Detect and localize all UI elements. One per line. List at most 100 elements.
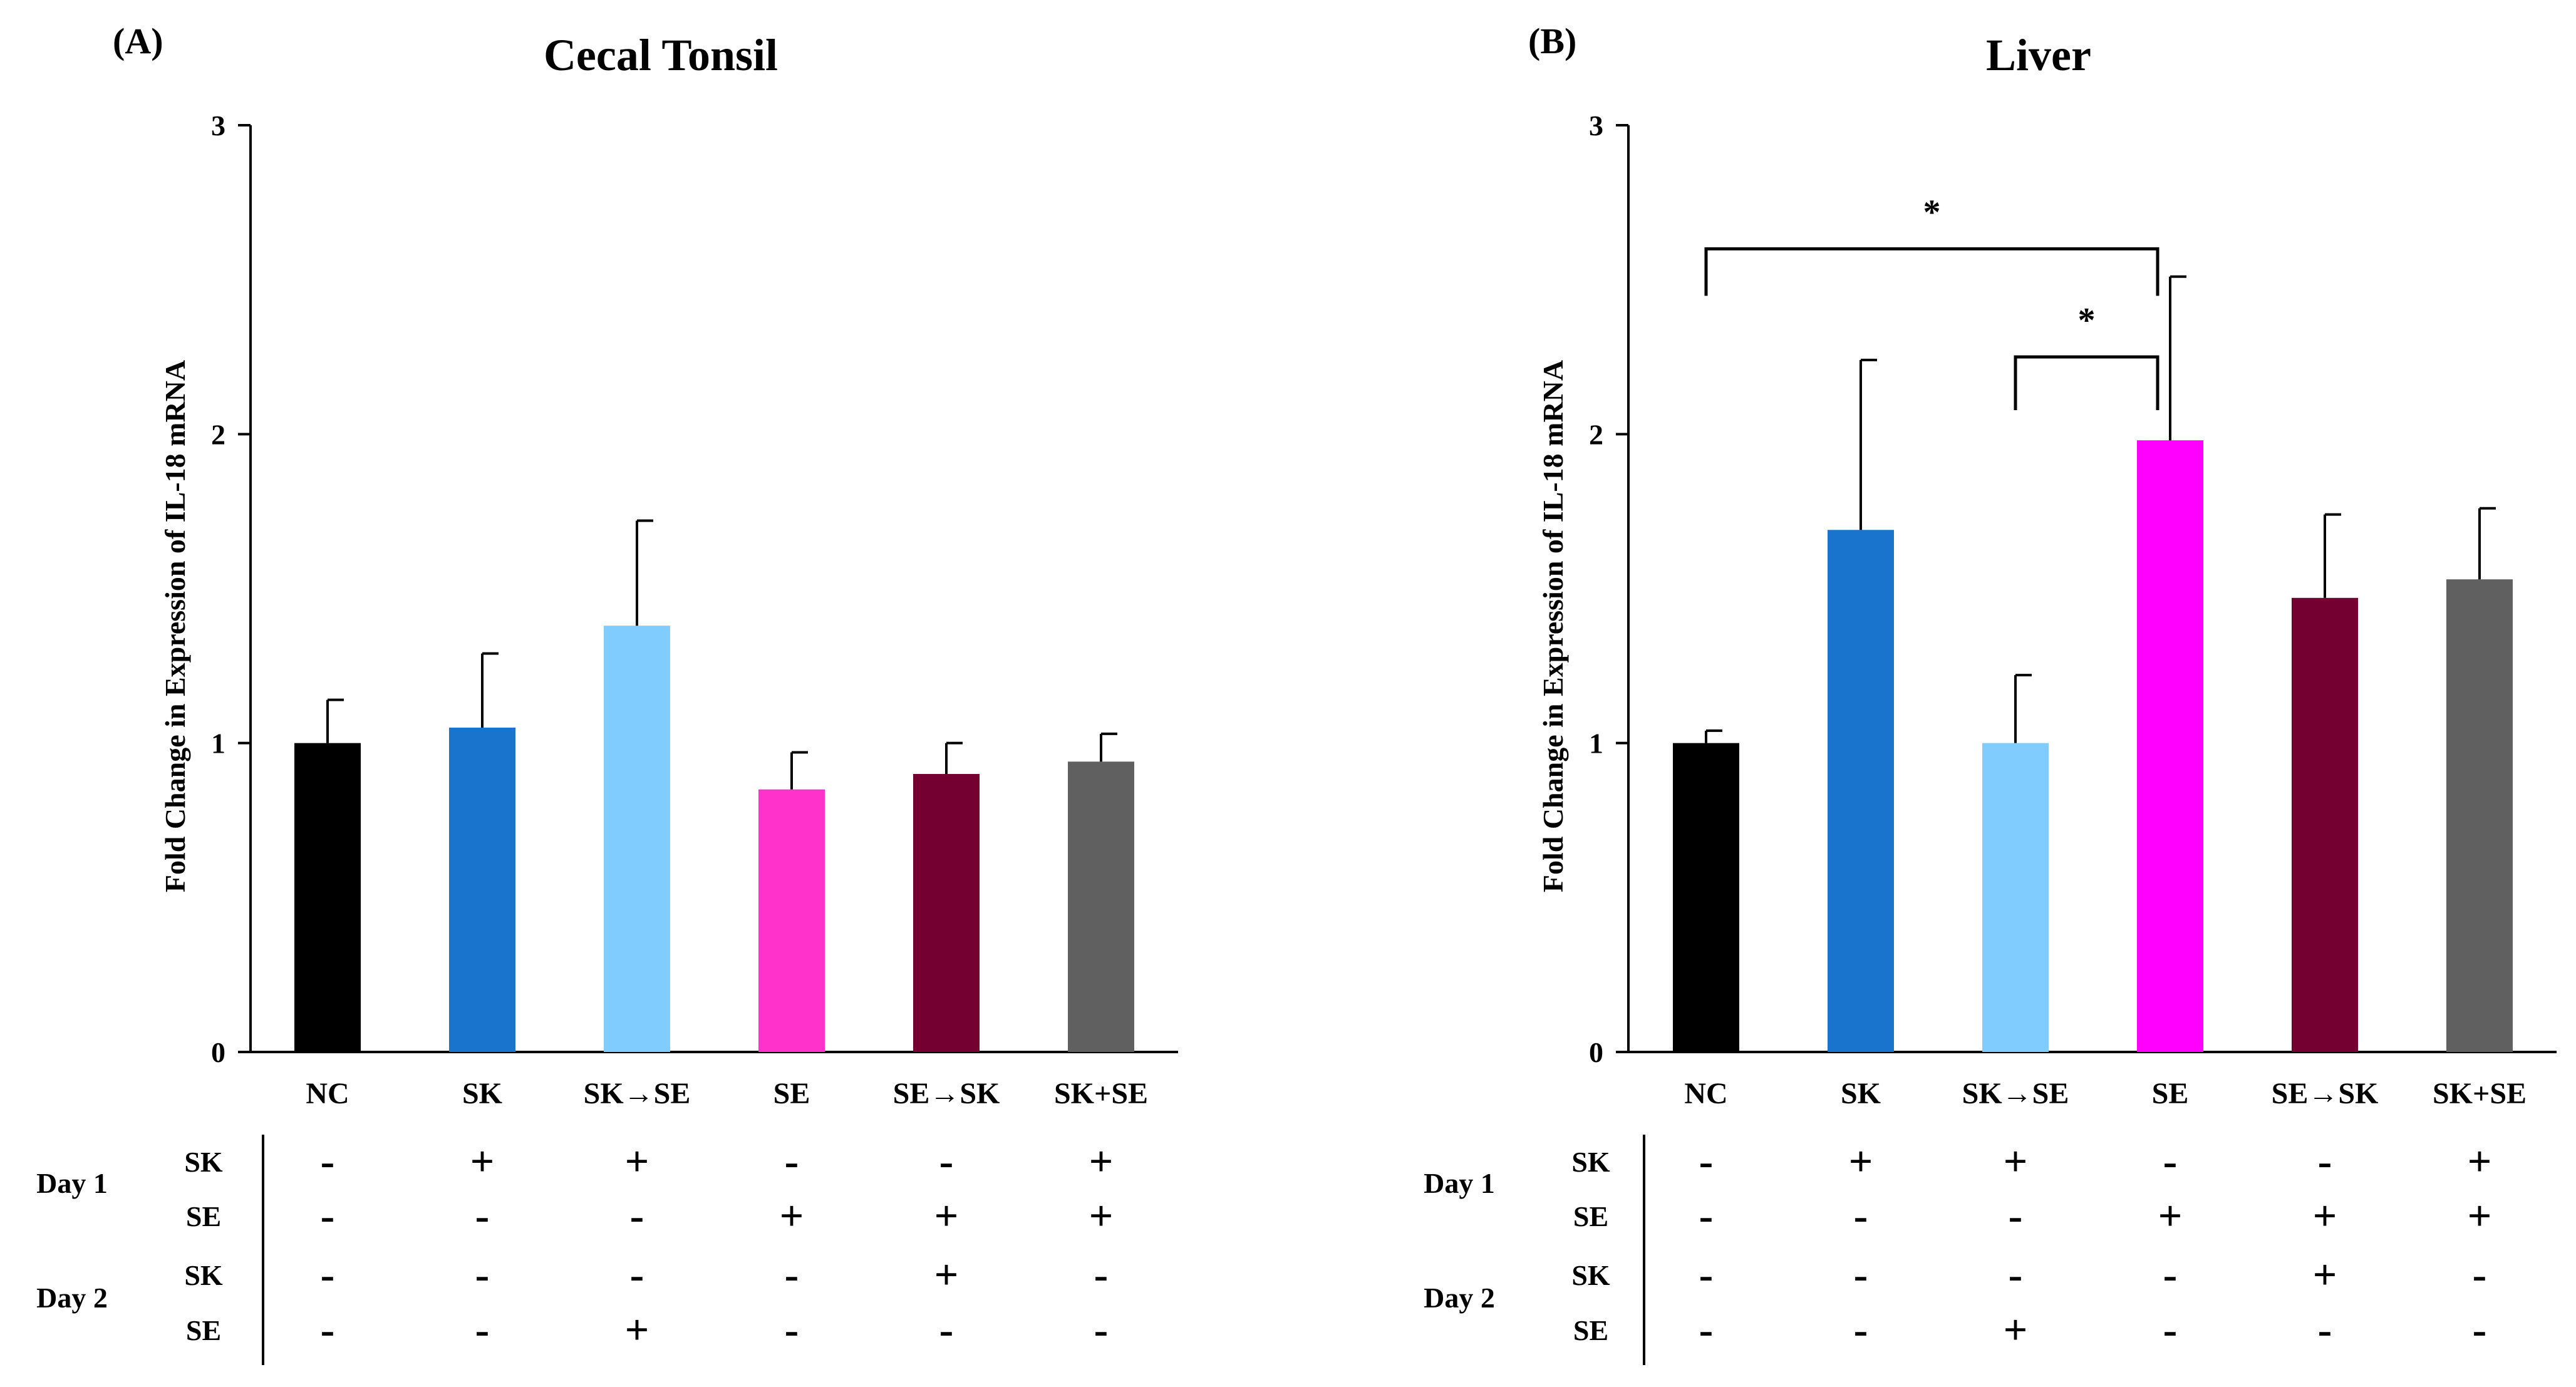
treatment-symbol: -	[475, 1306, 490, 1353]
treatment-symbol: -	[2009, 1250, 2023, 1298]
treatment-row-label: SK	[184, 1259, 223, 1291]
day-label: Day 1	[1424, 1167, 1495, 1199]
bar	[2137, 440, 2203, 1052]
treatment-symbol: +	[2313, 1250, 2337, 1298]
treatment-symbol: -	[1699, 1137, 1714, 1185]
treatment-symbol: -	[2009, 1192, 2023, 1239]
chart-panel-1: (A) Cecal Tonsil Fold Change in Expression…	[36, 21, 1178, 1365]
x-tick-label: SK→SE	[584, 1077, 691, 1110]
treatment-symbol: -	[939, 1306, 954, 1353]
significance-bracket	[2014, 355, 2160, 410]
treatment-symbol: -	[321, 1306, 335, 1353]
treatment-symbol: -	[2163, 1137, 2178, 1185]
treatment-symbol: +	[1849, 1137, 1873, 1185]
y-tick-label: 1	[1589, 728, 1603, 760]
treatment-symbol: -	[1854, 1306, 1868, 1353]
x-tick-label: SK	[462, 1077, 502, 1110]
treatment-symbol: +	[934, 1192, 959, 1239]
significance-bracket	[1704, 247, 2160, 296]
x-tick-label: SK+SE	[2433, 1077, 2527, 1110]
treatment-symbol: -	[2473, 1250, 2487, 1298]
treatment-symbol: -	[1094, 1306, 1109, 1353]
x-tick-label: NC	[306, 1077, 349, 1110]
treatment-symbol: +	[1089, 1137, 1114, 1185]
bar	[1673, 743, 1739, 1052]
y-tick-label: 2	[1589, 418, 1603, 450]
bar	[2292, 597, 2358, 1052]
treatment-symbol: -	[1854, 1192, 1868, 1239]
bar	[1982, 743, 2049, 1052]
bar	[1068, 761, 1134, 1052]
bar	[1828, 530, 1894, 1052]
treatment-symbol: -	[321, 1137, 335, 1185]
bar	[913, 774, 980, 1052]
treatment-symbol: -	[2318, 1306, 2332, 1353]
treatment-symbol: +	[2158, 1192, 2183, 1239]
x-tick-label: NC	[1684, 1077, 1727, 1110]
bar	[604, 626, 670, 1052]
y-axis-label: Fold Change in Expression of IL-18 mRNA	[1537, 360, 1569, 892]
treatment-symbol: -	[785, 1137, 799, 1185]
treatment-symbol: +	[2313, 1192, 2337, 1239]
treatment-symbol: -	[2163, 1250, 2178, 1298]
y-tick-label: 1	[211, 728, 225, 760]
treatment-row-label: SE	[1573, 1314, 1608, 1346]
treatment-symbol: +	[2004, 1306, 2028, 1353]
treatment-row-label: SE	[186, 1314, 221, 1346]
y-tick-label: 2	[211, 418, 225, 450]
bar	[758, 789, 825, 1052]
x-tick-label: SE	[773, 1077, 810, 1110]
treatment-row-label: SK	[1571, 1146, 1610, 1178]
treatment-symbol: -	[630, 1250, 644, 1298]
day-label: Day 2	[36, 1282, 108, 1314]
treatment-symbol: +	[1089, 1192, 1114, 1239]
panel-label: (A)	[113, 21, 163, 61]
treatment-symbol: +	[2468, 1137, 2492, 1185]
treatment-symbol: -	[321, 1250, 335, 1298]
x-tick-label: SK	[1841, 1077, 1881, 1110]
bar	[449, 728, 515, 1052]
treatment-symbol: -	[630, 1192, 644, 1239]
x-tick-label: SE→SK	[893, 1077, 1000, 1110]
treatment-symbol: -	[2318, 1137, 2332, 1185]
bar	[294, 743, 361, 1052]
treatment-symbol: +	[2004, 1137, 2028, 1185]
significance-star: *	[2078, 301, 2096, 340]
day-label: Day 2	[1424, 1282, 1495, 1314]
treatment-symbol: -	[785, 1250, 799, 1298]
treatment-row-label: SK	[184, 1146, 223, 1178]
significance-star: *	[1923, 193, 1941, 232]
treatment-row-label: SE	[1573, 1200, 1608, 1232]
y-axis-label: Fold Change in Expression of IL-18 mRNA	[159, 360, 191, 892]
treatment-symbol: -	[475, 1192, 490, 1239]
treatment-symbol: -	[1854, 1250, 1868, 1298]
treatment-symbol: +	[625, 1137, 649, 1185]
x-tick-label: SE→SK	[2272, 1077, 2379, 1110]
treatment-symbol: -	[321, 1192, 335, 1239]
bar	[2446, 579, 2513, 1052]
treatment-symbol: -	[1699, 1192, 1714, 1239]
treatment-symbol: +	[780, 1192, 804, 1239]
y-tick-label: 0	[211, 1036, 225, 1068]
panel-label: (B)	[1528, 21, 1576, 61]
treatment-symbol: -	[785, 1306, 799, 1353]
x-tick-label: SK→SE	[1962, 1077, 2069, 1110]
treatment-row-label: SK	[1571, 1259, 1610, 1291]
treatment-symbol: -	[1699, 1306, 1714, 1353]
treatment-symbol: +	[470, 1137, 495, 1185]
treatment-symbol: +	[625, 1306, 649, 1353]
chart-title: Liver	[1986, 30, 2091, 80]
treatment-symbol: +	[2468, 1192, 2492, 1239]
treatment-symbol: -	[1094, 1250, 1109, 1298]
y-tick-label: 0	[1589, 1036, 1603, 1068]
chart-title: Cecal Tonsil	[544, 30, 778, 80]
y-tick-label: 3	[1589, 110, 1603, 142]
treatment-row-label: SE	[186, 1200, 221, 1232]
x-tick-label: SK+SE	[1054, 1077, 1148, 1110]
treatment-symbol: -	[2473, 1306, 2487, 1353]
day-label: Day 1	[36, 1167, 108, 1199]
treatment-symbol: -	[2163, 1306, 2178, 1353]
y-tick-label: 3	[211, 110, 225, 142]
treatment-symbol: -	[1699, 1250, 1714, 1298]
